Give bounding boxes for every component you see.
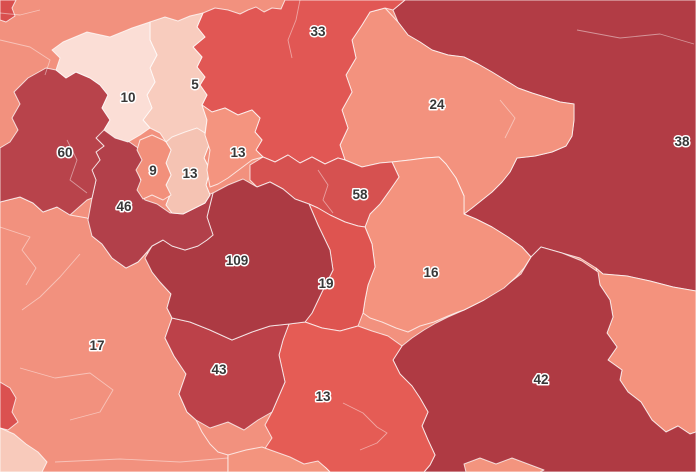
region-10[interactable] [51, 21, 158, 143]
region-label-r13c: 13 [315, 389, 331, 404]
region-bottom-left-pink[interactable] [0, 427, 48, 472]
region-label-r9: 9 [149, 163, 157, 178]
region-13-upper[interactable] [201, 104, 264, 188]
region-label-r13b: 13 [230, 145, 246, 160]
region-label-r46: 46 [116, 199, 132, 214]
region-label-r17: 17 [89, 338, 104, 353]
region-label-r43: 43 [211, 362, 227, 377]
region-42[interactable] [392, 246, 696, 472]
region-label-r60: 60 [57, 145, 72, 160]
region-label-r10: 10 [120, 90, 135, 105]
region-label-r13a: 13 [182, 166, 198, 181]
region-60[interactable] [0, 67, 111, 216]
region-bottom-strip-right[interactable] [463, 457, 545, 472]
region-labels: 38 42 24 16 33 58 19 13 43 109 46 60 17 5 10 13 9 13 [56, 23, 692, 406]
region-9[interactable] [135, 134, 172, 201]
region-13-bottom[interactable] [263, 321, 436, 472]
region-label-r5: 5 [191, 77, 199, 92]
region-label-r58: 58 [352, 187, 368, 202]
region-label-r109: 109 [226, 253, 249, 268]
region-bottom-strip[interactable] [227, 446, 331, 472]
region-label-r16: 16 [423, 265, 439, 280]
region-top-left-red[interactable] [0, 0, 17, 23]
region-label-r33: 33 [310, 24, 326, 39]
region-label-r19: 19 [318, 276, 333, 291]
region-label-r38: 38 [674, 134, 690, 149]
region-label-r42: 42 [533, 372, 548, 387]
sub-boundaries [0, 0, 695, 463]
region-label-r24: 24 [429, 97, 445, 112]
